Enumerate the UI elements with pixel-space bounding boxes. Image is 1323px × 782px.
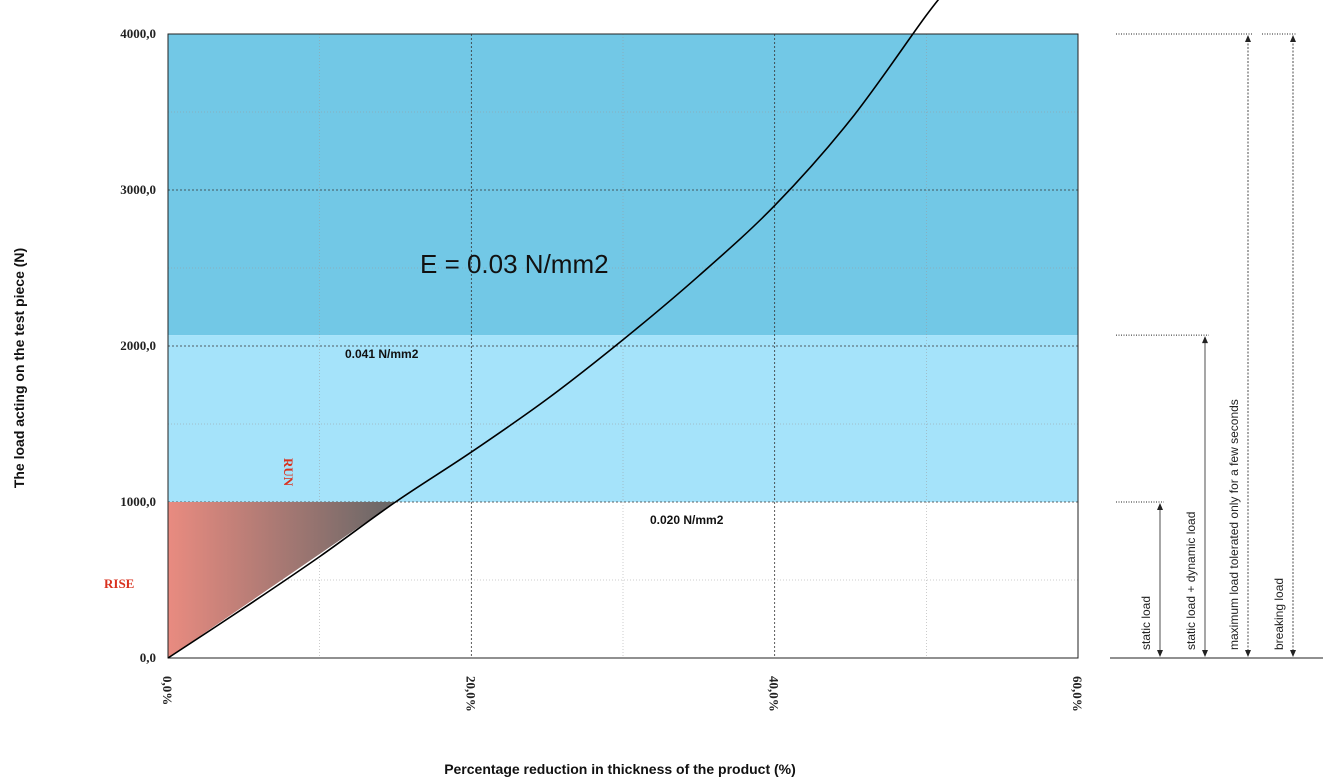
rise-run-triangle-shape xyxy=(168,502,396,658)
load-level-label: breaking load xyxy=(1272,578,1286,650)
rise-label: RISE xyxy=(104,576,134,591)
y-axis-title: The load acting on the test piece (N) xyxy=(11,248,27,488)
modulus-main-label: E = 0.03 N/mm2 xyxy=(420,249,609,279)
load-level-label: static load xyxy=(1139,596,1153,650)
load-arrow-head xyxy=(1245,35,1251,42)
rise-run-triangle xyxy=(168,502,396,658)
load-arrow-head xyxy=(1290,35,1296,42)
y-tick-label: 0,0 xyxy=(140,650,156,665)
x-tick-label: 60,0% xyxy=(1070,676,1085,712)
y-tick-label: 1000,0 xyxy=(120,494,156,509)
tick-labels: 0,0 1000,0 2000,0 3000,0 4000,0 0,0% 20,0% 40,0… xyxy=(120,26,1085,712)
plot-border xyxy=(167,33,1079,659)
y-tick-label: 4000,0 xyxy=(120,26,156,41)
x-tick-label: 20,0% xyxy=(463,676,478,712)
load-arrow-head xyxy=(1202,336,1208,344)
load-arrow-head xyxy=(1290,650,1296,657)
plot-frame xyxy=(167,33,1079,659)
load-arrow-head xyxy=(1202,650,1208,657)
x-tick-label: 40,0% xyxy=(767,676,782,712)
load-curve xyxy=(167,0,940,659)
load-arrow-head xyxy=(1157,503,1163,510)
load-level-label: maximum load tolerated only for a few se… xyxy=(1227,399,1241,650)
run-label: RUN xyxy=(281,458,296,487)
x-tick-label: 0,0% xyxy=(160,676,175,705)
y-tick-label: 3000,0 xyxy=(120,182,156,197)
load-arrow-head xyxy=(1245,650,1251,657)
load-arrow-head xyxy=(1157,650,1163,657)
series-line xyxy=(167,0,940,659)
load-levels-panel: static load static load + dynamic load max… xyxy=(1110,33,1323,659)
y-tick-label: 2000,0 xyxy=(120,338,156,353)
x-axis-title: Percentage reduction in thickness of the… xyxy=(444,761,796,777)
modulus-upper-label: 0.041 N/mm2 xyxy=(345,347,419,361)
modulus-lower-label: 0.020 N/mm2 xyxy=(650,513,724,527)
load-level-label: static load + dynamic load xyxy=(1184,512,1198,650)
